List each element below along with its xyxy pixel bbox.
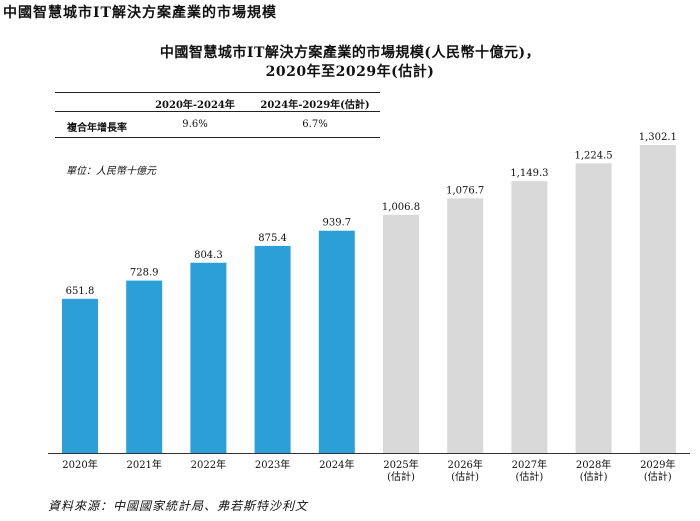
x-tick-label-8: 2028年 xyxy=(576,458,611,471)
x-tick-label-2: 2022年 xyxy=(191,458,226,471)
table-mid-rule xyxy=(55,111,380,112)
bar-1 xyxy=(126,280,163,453)
value-label-0: 651.8 xyxy=(66,286,95,297)
cagr-col1-value: 9.6% xyxy=(182,119,208,130)
cagr-col2-header: 2024年-2029年(估計) xyxy=(260,100,370,111)
section-title: 中國智慧城市IT解決方案產業的市場規模 xyxy=(3,5,277,21)
value-label-6: 1,076.7 xyxy=(446,185,484,196)
bar-7 xyxy=(511,181,548,453)
bar-4 xyxy=(318,230,355,453)
bar-5 xyxy=(383,214,419,453)
bar-2 xyxy=(190,262,227,453)
value-label-3: 875.4 xyxy=(258,233,287,244)
table-bottom-rule xyxy=(55,137,380,138)
bar-8 xyxy=(575,163,612,453)
bar-3 xyxy=(254,245,291,453)
table-top-rule xyxy=(55,92,380,93)
unit-label: 單位：人民幣十億元 xyxy=(66,166,156,177)
x-tick-label-9: 2029年 xyxy=(640,458,675,471)
value-label-5: 1,006.8 xyxy=(382,202,420,213)
cagr-col1-header: 2020年-2024年 xyxy=(155,100,235,111)
x-tick-label-4: 2024年 xyxy=(319,458,354,471)
x-tick-label-3: 2023年 xyxy=(255,458,290,471)
value-label-1: 728.9 xyxy=(130,268,159,279)
x-tick-label-0: 2020年 xyxy=(62,458,97,471)
bar-6 xyxy=(447,198,484,453)
x-tick-label-8-sub: (估計) xyxy=(580,470,608,483)
chart-title-line-2: 2020年至2029年(估計) xyxy=(265,64,435,80)
x-tick-label-5: 2025年 xyxy=(383,458,418,471)
value-label-7: 1,149.3 xyxy=(510,168,548,179)
value-label-2: 804.3 xyxy=(194,250,223,261)
x-tick-label-7-sub: (估計) xyxy=(515,470,543,483)
cagr-col2-value: 6.7% xyxy=(302,119,328,130)
x-tick-label-6-sub: (估計) xyxy=(451,470,479,483)
bar-9 xyxy=(639,145,676,453)
x-tick-label-9-sub: (估計) xyxy=(644,470,672,483)
value-label-8: 1,224.5 xyxy=(575,150,613,161)
x-tick-label-5-sub: (估計) xyxy=(387,470,415,483)
cagr-row-label: 複合年增長率 xyxy=(67,123,127,134)
x-tick-label-6: 2026年 xyxy=(447,458,482,471)
x-tick-label-1: 2021年 xyxy=(126,458,161,471)
bar-0 xyxy=(62,298,98,453)
value-label-4: 939.7 xyxy=(322,218,351,229)
chart-title-line-1: 中國智慧城市IT解決方案產業的市場規模(人民幣十億元)， xyxy=(159,45,541,61)
x-tick-label-7: 2027年 xyxy=(512,458,547,471)
value-label-9: 1,302.1 xyxy=(639,132,677,143)
cagr-table: 2020年-2024年 2024年-2029年(估計) 複合年增長率 9.6% … xyxy=(55,92,380,146)
source-note: 資料來源：中國國家統計局、弗若斯特沙利文 xyxy=(48,499,309,513)
